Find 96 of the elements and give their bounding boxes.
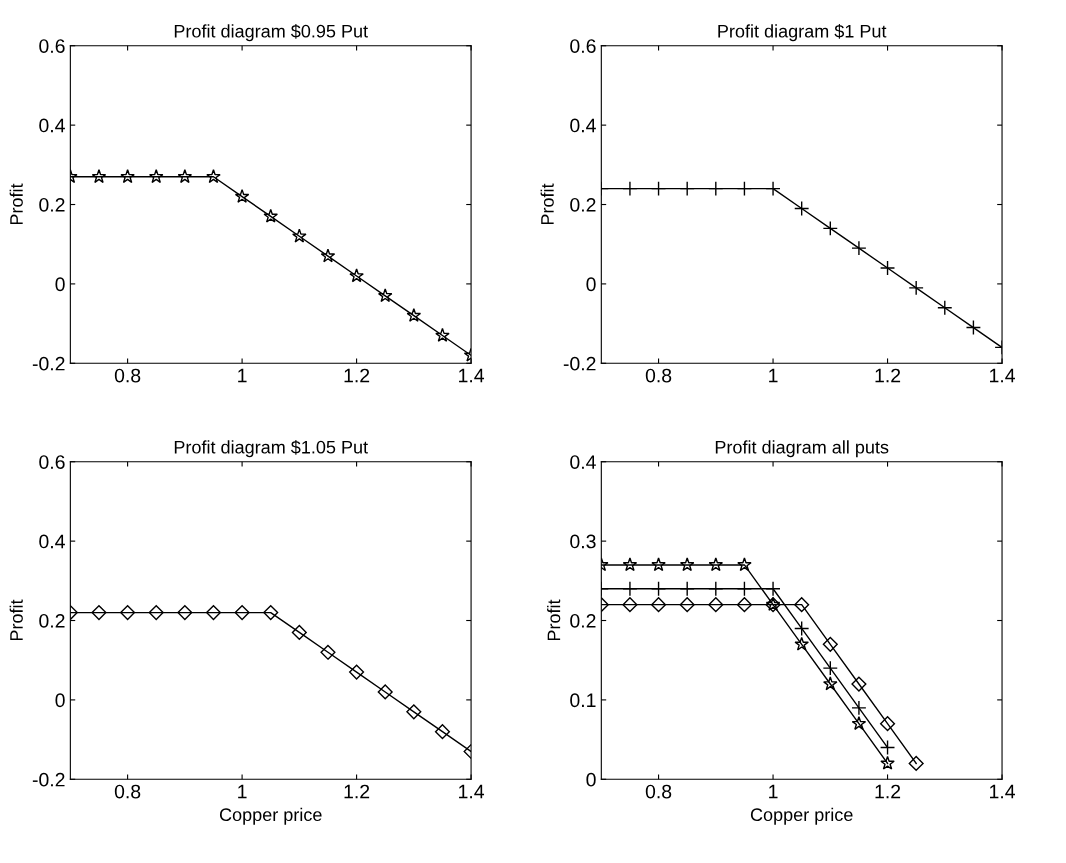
point — [234, 605, 250, 621]
point — [908, 755, 924, 771]
y-tick-label: 0.4 — [570, 118, 596, 133]
point — [879, 716, 896, 732]
y-tick-label: -0.2 — [563, 356, 596, 371]
point — [650, 597, 667, 613]
chart-title: Profit diagram $1.05 Put — [174, 440, 368, 458]
y-tick-label: 0.6 — [570, 39, 596, 53]
y-tick-label: 0.3 — [570, 534, 596, 549]
y-tick-label: 0.2 — [570, 197, 596, 212]
point — [320, 248, 336, 263]
point — [349, 268, 364, 283]
x-tick-label: 0.8 — [645, 784, 672, 799]
point — [737, 557, 752, 572]
point — [708, 557, 724, 572]
chart-title: Profit diagram $0.95 Put — [174, 24, 368, 42]
y-tick-label: 0 — [55, 277, 65, 292]
point — [148, 169, 164, 184]
point — [622, 597, 638, 613]
point — [234, 188, 250, 203]
y-axis-title: Profit — [547, 599, 561, 641]
y-axis-title: Profit — [9, 599, 23, 641]
point — [91, 169, 107, 184]
x-tick-label: 0.8 — [114, 784, 141, 799]
point — [822, 636, 838, 652]
chart-title: Profit diagram all puts — [715, 440, 889, 458]
point — [120, 605, 136, 621]
point — [794, 620, 810, 637]
point — [148, 605, 164, 621]
x-axis-title: Copper price — [750, 807, 853, 825]
y-tick-label: 0.2 — [570, 613, 596, 628]
point — [736, 597, 753, 613]
point — [622, 557, 638, 572]
point — [291, 624, 307, 640]
point — [823, 676, 838, 691]
x-tick-label: 1 — [769, 784, 778, 799]
point — [879, 739, 896, 756]
y-tick-label: 0.6 — [39, 455, 65, 469]
x-tick-label: 1.2 — [344, 784, 370, 799]
y-tick-label: 0.1 — [570, 693, 596, 708]
y-tick-label: 0 — [586, 772, 596, 787]
point — [320, 644, 336, 660]
point — [708, 597, 724, 613]
chart-title: Profit diagram $1 Put — [718, 24, 887, 42]
x-tick-label: 1 — [238, 368, 247, 383]
point — [206, 169, 221, 184]
x-tick-label: 1 — [238, 784, 247, 799]
point — [651, 557, 666, 572]
x-tick-label: 1.2 — [875, 784, 901, 799]
x-tick-label: 0.8 — [114, 368, 141, 383]
point — [679, 557, 695, 572]
x-tick-label: 1 — [769, 368, 778, 383]
point — [377, 684, 393, 700]
point — [794, 200, 810, 217]
point — [377, 288, 393, 303]
point — [880, 755, 895, 770]
x-tick-label: 1.2 — [875, 368, 901, 383]
x-tick-label: 1.4 — [990, 368, 1015, 383]
point — [263, 605, 279, 621]
y-tick-label: 0 — [55, 693, 65, 708]
x-axis-title: Copper price — [219, 807, 322, 825]
point — [965, 319, 982, 336]
point — [794, 597, 810, 613]
point — [292, 228, 307, 243]
point — [406, 308, 422, 322]
point — [794, 636, 809, 651]
y-tick-label: 0.4 — [39, 118, 65, 133]
y-tick-label: -0.2 — [32, 772, 65, 787]
y-tick-label: 0.6 — [39, 39, 65, 53]
y-tick-label: 0.4 — [39, 534, 65, 549]
point — [406, 704, 422, 720]
point — [349, 664, 365, 680]
x-tick-label: 1.4 — [459, 784, 485, 799]
point — [91, 605, 107, 621]
y-tick-label: 0.2 — [39, 613, 65, 628]
point — [434, 724, 451, 740]
x-tick-label: 1.4 — [990, 784, 1015, 799]
point — [851, 716, 867, 731]
point — [120, 169, 135, 184]
y-tick-label: -0.2 — [32, 356, 65, 371]
y-tick-label: 0.2 — [39, 197, 65, 212]
point — [435, 327, 450, 342]
y-axis-title: Profit — [9, 183, 23, 225]
point — [879, 260, 896, 276]
y-tick-label: 0 — [586, 277, 596, 292]
point — [679, 597, 695, 613]
point — [177, 169, 193, 184]
y-axis-title: Profit — [540, 183, 554, 225]
x-tick-label: 1.4 — [459, 368, 485, 383]
point — [263, 208, 279, 223]
point — [177, 605, 193, 621]
point — [851, 676, 867, 692]
x-tick-label: 1.2 — [344, 368, 370, 383]
x-tick-label: 0.8 — [645, 368, 672, 383]
point — [205, 605, 222, 621]
y-tick-label: 0.4 — [570, 455, 596, 469]
